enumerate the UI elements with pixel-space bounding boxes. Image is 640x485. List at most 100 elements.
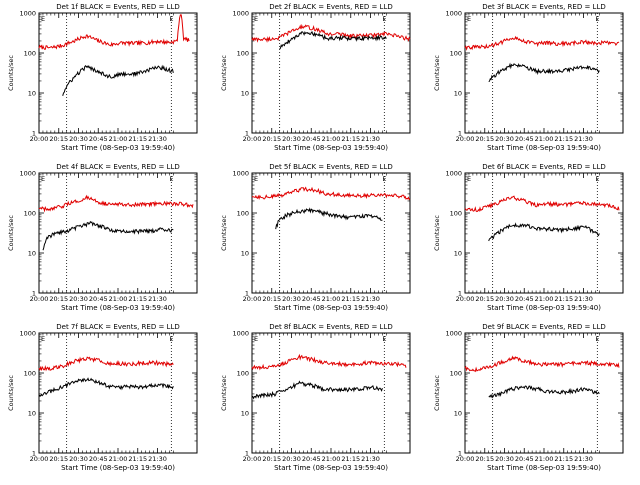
- x-tick-label: 20:15: [475, 295, 494, 303]
- y-tick-label: 100: [450, 370, 462, 378]
- x-tick-label: 20:45: [89, 135, 108, 143]
- x-tick-label: 21:15: [128, 295, 147, 303]
- panel-9: Det 9f BLACK = Events, RED = LLD Counts/s…: [433, 323, 624, 472]
- x-axis-label: Start Time (08-Sep-03 19:59:40): [274, 144, 388, 152]
- y-tick-label: 1: [245, 130, 249, 138]
- series-lld-red: [251, 186, 411, 201]
- x-tick-label: 20:00: [30, 135, 49, 143]
- panel-6: Det 6f BLACK = Events, RED = LLD Counts/s…: [433, 163, 624, 312]
- y-tick-label: 100: [24, 50, 36, 58]
- x-tick-label: 20:15: [262, 455, 281, 463]
- plot-frame: [464, 12, 624, 134]
- plot-frame: [251, 172, 411, 294]
- y-tick-label: 100: [24, 210, 36, 218]
- y-tick-label: 1000: [445, 330, 462, 338]
- series-lld-red: [464, 195, 620, 213]
- y-axis-label: Counts/sec: [433, 375, 441, 411]
- x-tick-label: 20:00: [456, 455, 475, 463]
- y-tick-label: 100: [450, 210, 462, 218]
- chart-title: Det 7f BLACK = Events, RED = LLD: [56, 323, 179, 331]
- y-tick-label: 10: [454, 250, 462, 258]
- x-axis-label: Start Time (08-Sep-03 19:59:40): [487, 304, 601, 312]
- y-tick-label: 100: [237, 370, 249, 378]
- y-tick-label: 1: [458, 290, 462, 298]
- series-events-black: [488, 62, 600, 83]
- panel-5: Det 5f BLACK = Events, RED = LLD Counts/s…: [220, 163, 411, 312]
- panel-4: Det 4f BLACK = Events, RED = LLD Counts/s…: [7, 163, 198, 312]
- x-tick-label: 20:15: [49, 295, 68, 303]
- y-axis-label: Counts/sec: [433, 215, 441, 251]
- x-tick-label: 20:45: [89, 455, 108, 463]
- x-tick-label: 20:45: [515, 455, 534, 463]
- x-tick-label: 21:30: [361, 295, 380, 303]
- x-tick-label: 20:15: [49, 135, 68, 143]
- interval-marker-label: E: [382, 335, 386, 343]
- panel-2: Det 2f BLACK = Events, RED = LLD Counts/s…: [220, 3, 411, 152]
- x-tick-label: 20:00: [243, 295, 262, 303]
- y-tick-label: 1000: [232, 170, 249, 178]
- x-tick-label: 21:30: [574, 295, 593, 303]
- x-tick-label: 21:00: [109, 295, 128, 303]
- x-tick-label: 20:30: [69, 295, 88, 303]
- y-tick-label: 1: [245, 450, 249, 458]
- chart-title: Det 4f BLACK = Events, RED = LLD: [56, 163, 179, 171]
- x-tick-label: 20:00: [30, 295, 49, 303]
- x-tick-label: 21:30: [574, 135, 593, 143]
- series-lld-red: [251, 353, 407, 371]
- x-tick-label: 21:15: [128, 455, 147, 463]
- y-axis-label: Counts/sec: [433, 55, 441, 91]
- panel-3: Det 3f BLACK = Events, RED = LLD Counts/s…: [433, 3, 624, 152]
- x-tick-label: 21:15: [341, 295, 360, 303]
- series-events-black: [38, 377, 174, 398]
- x-tick-label: 20:30: [495, 135, 514, 143]
- panel-8: Det 8f BLACK = Events, RED = LLD Counts/s…: [220, 323, 411, 472]
- interval-marker-label: E: [169, 335, 173, 343]
- y-tick-label: 10: [28, 250, 36, 258]
- x-tick-label: 21:00: [535, 135, 554, 143]
- chart-title: Det 2f BLACK = Events, RED = LLD: [269, 3, 392, 11]
- x-tick-label: 20:30: [69, 135, 88, 143]
- x-tick-label: 20:30: [495, 455, 514, 463]
- y-axis-label: Counts/sec: [220, 55, 228, 91]
- chart-title: Det 6f BLACK = Events, RED = LLD: [482, 163, 605, 171]
- interval-marker-label: E: [595, 175, 599, 183]
- x-tick-label: 20:15: [262, 135, 281, 143]
- x-tick-label: 20:15: [262, 295, 281, 303]
- x-tick-label: 20:00: [456, 295, 475, 303]
- x-tick-label: 21:00: [535, 455, 554, 463]
- x-tick-label: 20:30: [282, 295, 301, 303]
- series-events-black: [62, 64, 174, 96]
- interval-marker-label: E: [169, 15, 173, 23]
- interval-marker-label: E: [254, 175, 258, 183]
- x-tick-label: 20:00: [30, 455, 49, 463]
- y-tick-label: 10: [241, 410, 249, 418]
- series-events-black: [275, 207, 383, 230]
- interval-marker-label: E: [595, 15, 599, 23]
- chart-title: Det 3f BLACK = Events, RED = LLD: [482, 3, 605, 11]
- y-tick-label: 1000: [19, 10, 36, 18]
- interval-marker-label: E: [254, 15, 258, 23]
- series-lld-red: [38, 14, 190, 50]
- chart-title: Det 5f BLACK = Events, RED = LLD: [269, 163, 392, 171]
- series-events-black: [251, 380, 383, 400]
- y-tick-label: 1000: [232, 330, 249, 338]
- x-tick-label: 21:00: [322, 455, 341, 463]
- y-tick-label: 1: [32, 130, 36, 138]
- panel-1: Det 1f BLACK = Events, RED = LLD Counts/s…: [7, 3, 198, 152]
- y-tick-label: 10: [241, 90, 249, 98]
- x-tick-label: 21:30: [148, 455, 167, 463]
- y-tick-label: 1000: [19, 170, 36, 178]
- plot-frame: [38, 332, 198, 454]
- y-tick-label: 1000: [445, 170, 462, 178]
- interval-marker-label: E: [254, 335, 258, 343]
- x-tick-label: 20:15: [49, 455, 68, 463]
- y-axis-label: Counts/sec: [220, 375, 228, 411]
- x-tick-label: 20:30: [282, 455, 301, 463]
- interval-marker-label: E: [169, 175, 173, 183]
- x-tick-label: 21:30: [574, 455, 593, 463]
- x-tick-label: 21:15: [554, 135, 573, 143]
- y-tick-label: 1: [458, 450, 462, 458]
- x-tick-label: 20:45: [89, 295, 108, 303]
- y-axis-label: Counts/sec: [7, 375, 15, 411]
